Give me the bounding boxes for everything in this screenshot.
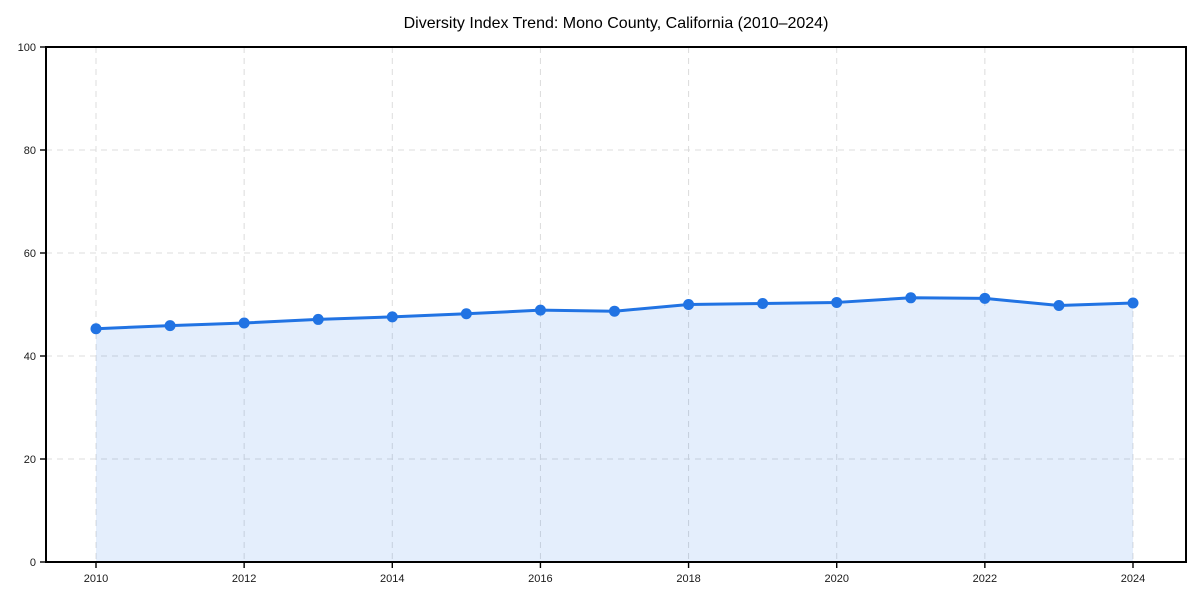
axes: 0 20 40 60 80 100 2010 2012 2014 2016 2018 2020 2022… (18, 42, 1187, 585)
y-tick-label: 60 (24, 248, 36, 260)
data-point (238, 317, 250, 329)
data-point (683, 299, 695, 310)
x-tick-label: 2022 (973, 573, 997, 585)
x-tick-label: 2024 (1121, 573, 1145, 585)
data-series (90, 292, 1139, 562)
data-point (534, 304, 546, 316)
data-point (831, 296, 843, 308)
data-point (386, 311, 398, 323)
plot-border (45, 46, 1187, 563)
x-tick-label: 2020 (824, 573, 848, 585)
data-point (757, 297, 769, 309)
data-point (609, 305, 620, 317)
y-tick-label: 80 (24, 145, 36, 157)
data-point (90, 323, 102, 335)
data-point (905, 292, 917, 304)
data-point (1127, 297, 1139, 309)
x-tick-label: 2014 (380, 573, 404, 585)
chart-title: Diversity Index Trend: Mono County, Cali… (404, 15, 829, 32)
y-tick-label: 20 (24, 454, 36, 466)
x-tick-label: 2012 (232, 573, 256, 585)
x-tick-label: 2018 (676, 573, 700, 585)
data-point (1053, 300, 1065, 312)
y-tick-label: 100 (18, 42, 36, 54)
data-point (460, 308, 472, 320)
data-point (164, 320, 176, 332)
area-fill (96, 297, 1133, 562)
data-point (312, 313, 324, 325)
y-tick-label: 0 (30, 557, 36, 569)
data-point (979, 292, 991, 304)
x-tick-label: 2016 (528, 573, 552, 585)
y-tick-label: 40 (24, 351, 36, 363)
x-tick-label: 2010 (84, 573, 108, 585)
